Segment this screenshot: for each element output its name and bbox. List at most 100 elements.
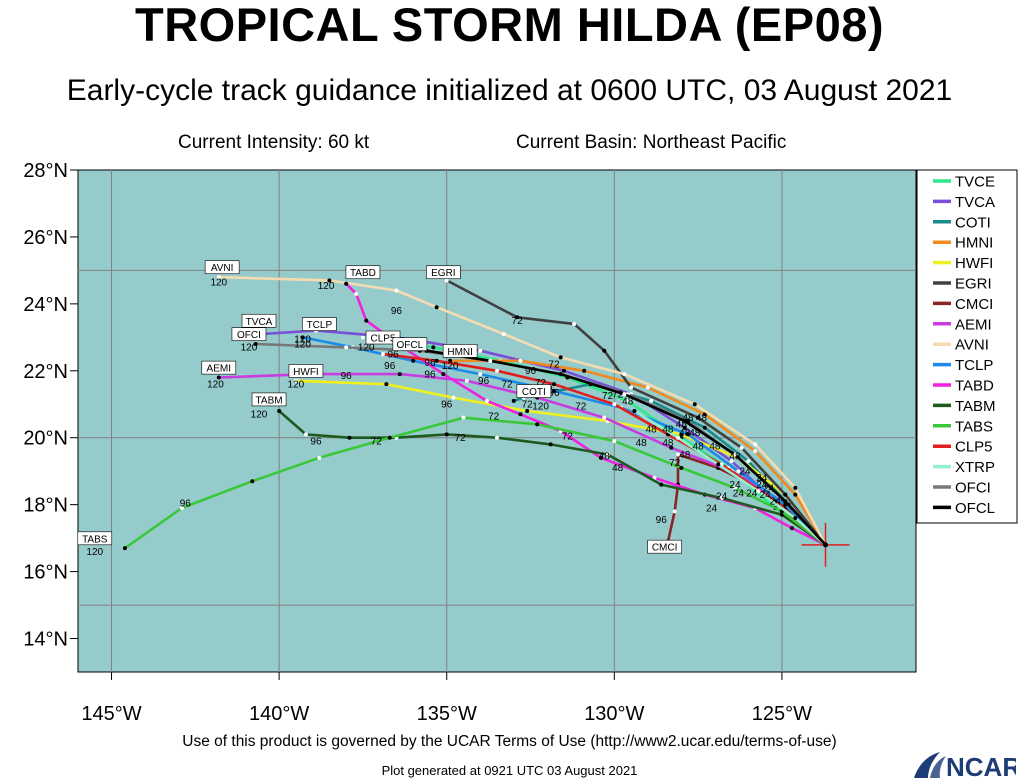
track-point-ofcl <box>682 419 687 423</box>
track-point-ofcl <box>783 499 788 504</box>
forecast-hour-label: 72 <box>548 359 560 370</box>
track-point-hmni <box>793 492 798 497</box>
track-end-label-box-tabs <box>77 531 113 546</box>
forecast-hour-label: 96 <box>180 498 192 509</box>
forecast-hour-label: 48 <box>612 463 624 474</box>
track-point-egri <box>444 278 449 283</box>
track-point-hmni <box>582 368 587 373</box>
legend-label-aemi: AEMI <box>955 316 992 333</box>
track-point-egri <box>629 385 634 390</box>
track-point-xtrp <box>756 489 761 494</box>
track-point-egri <box>515 315 520 320</box>
forecast-hour-label: 24 <box>760 490 772 501</box>
forecast-hour-label: 48 <box>662 438 674 449</box>
track-point-tclp <box>300 335 305 340</box>
track-end-label-tclp: TCLP <box>307 320 333 331</box>
track-end-label-box-hmni <box>442 344 478 358</box>
forecast-hour-label: 96 <box>424 358 436 369</box>
forecast-hour-label: 24 <box>706 503 718 514</box>
track-point-hmni <box>702 412 707 417</box>
x-tick-label: 135°W <box>417 703 477 725</box>
track-point-tabs <box>122 546 127 551</box>
track-point-aemi <box>602 415 607 420</box>
forecast-hour-label: 48 <box>622 396 634 407</box>
track-point-tabm <box>277 408 282 413</box>
forecast-hour-label: 72 <box>512 316 524 327</box>
forecast-hour-label: 72 <box>562 431 574 442</box>
forecast-hour-label: 72 <box>612 390 624 401</box>
forecast-hour-label: 120 <box>294 334 311 345</box>
track-point-tvce <box>360 335 365 340</box>
track-end-label-box-egri <box>426 265 461 280</box>
track-end-label-tabd: TABD <box>350 268 376 279</box>
forecast-hour-label: 120 <box>532 401 549 412</box>
track-point-hwfi <box>384 382 389 387</box>
track-point-coti <box>746 459 751 464</box>
track-end-label-box-coti <box>516 384 552 398</box>
forecast-hour-label: 120 <box>294 339 311 350</box>
forecast-hour-label: 120 <box>86 547 103 558</box>
forecast-hour-label: 96 <box>548 388 560 399</box>
track-point-aemi <box>669 445 674 450</box>
track-point-hwfi <box>525 408 530 413</box>
track-point-tvce <box>431 345 436 350</box>
track-end-label-tabs: TABS <box>82 534 108 545</box>
legend-label-clp5: CLP5 <box>955 439 993 456</box>
track-point-tabs <box>179 506 184 511</box>
track-point-ofcl <box>622 392 627 397</box>
forecast-hour-label: 48 <box>599 451 611 462</box>
track-point-tclp <box>478 372 483 377</box>
track-point-avni <box>501 331 506 336</box>
track-point-tabm <box>303 432 308 437</box>
x-tick-label: 145°W <box>81 703 141 725</box>
track-point-tvce <box>625 398 630 403</box>
track-point-avni <box>753 442 758 447</box>
track-point-xtrp <box>676 435 681 440</box>
track-line-xtrp <box>633 409 827 547</box>
forecast-hour-label: 24 <box>729 480 741 491</box>
forecast-hour-label: 48 <box>709 441 721 452</box>
track-point-tvca <box>562 368 567 373</box>
forecast-hour-label: 72 <box>371 436 383 447</box>
forecast-hour-label: 96 <box>384 361 396 372</box>
track-point-clp5 <box>551 382 556 387</box>
track-end-label-egri: EGRI <box>431 268 455 279</box>
forecast-hour-label: 24 <box>716 492 728 503</box>
storm-position-marker <box>801 522 850 567</box>
track-end-labels: TVCA COTI HMNI HWFI EGRI CMCI AEMI AVNI TCLP TABD… <box>77 260 682 554</box>
track-end-label-box-aemi <box>201 360 237 375</box>
track-end-label-coti: COTI <box>522 387 546 398</box>
forecast-hour-label: 24 <box>746 488 758 499</box>
forecast-hour-label: 120 <box>442 361 459 372</box>
track-point-tabm <box>605 452 610 457</box>
x-tick-label: 140°W <box>249 703 309 725</box>
track-point-tabs <box>461 415 466 420</box>
y-tick-label: 18°N <box>23 495 68 517</box>
forecast-hour-label: 72 <box>602 391 614 402</box>
track-end-label-box-ofci <box>231 327 267 341</box>
track-point-tabs <box>250 479 255 484</box>
model-legend: TVCE TVCA COTI HMNI HWFI EGRI CMCI AEMI AVNI TCLP… <box>916 169 1018 524</box>
track-point-hmni <box>518 358 523 363</box>
track-point-tabd <box>598 455 603 460</box>
forecast-hour-label: 48 <box>679 450 691 461</box>
track-end-label-box-tabd <box>345 265 381 280</box>
legend-label-ofci: OFCI <box>955 480 991 497</box>
forecast-hour-label: 72 <box>501 380 513 391</box>
track-point-tabd <box>354 291 359 296</box>
track-point-ofcl <box>558 372 563 377</box>
forecast-hour-labels: 1201209672120120120120120969696961209612… <box>86 277 781 557</box>
legend-label-ofcl: OFCL <box>955 500 995 517</box>
forecast-hour-label: 24 <box>770 497 782 508</box>
track-point-tabm <box>495 435 499 440</box>
track-point-tabd <box>484 398 489 403</box>
legend-label-avni: AVNI <box>955 337 989 354</box>
legend-label-tabd: TABD <box>955 378 994 395</box>
track-point-hwfi <box>451 395 456 400</box>
current-intensity: Current Intensity: 60 kt <box>178 132 370 153</box>
map-axes: 145°W 140°W 135°W 130°W 125°W 14°N 16°N 18°N 20°… <box>23 160 812 725</box>
track-end-label-hmni: HMNI <box>447 347 473 358</box>
track-point-coti <box>511 398 516 403</box>
forecast-hour-label: 96 <box>525 366 537 377</box>
x-tick-label: 130°W <box>584 703 644 725</box>
